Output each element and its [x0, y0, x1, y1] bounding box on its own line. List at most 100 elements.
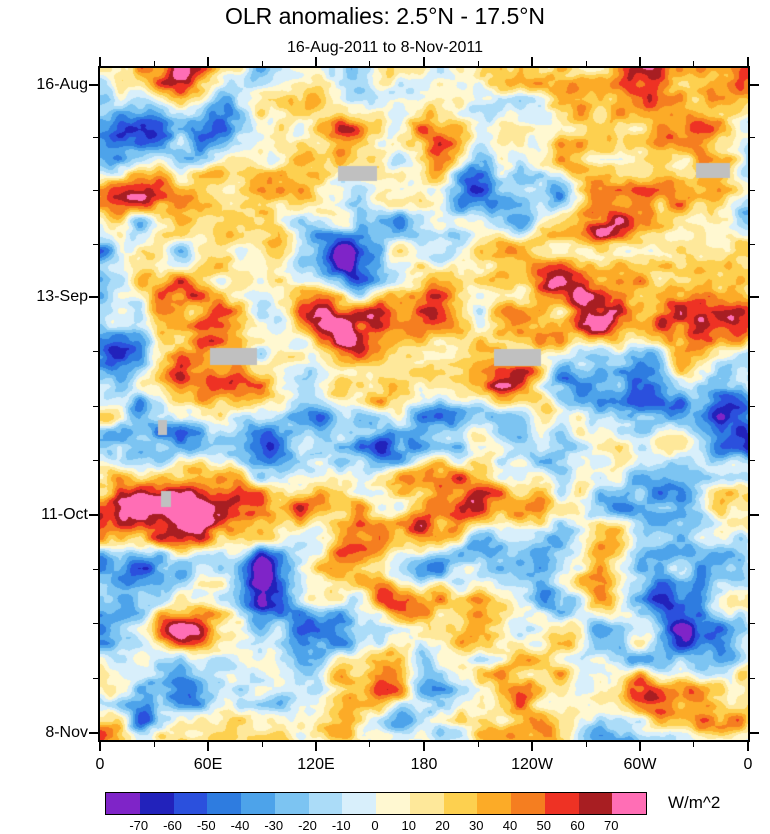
x-axis-top-tick — [638, 57, 641, 66]
colorbar-tick-label: 20 — [435, 818, 450, 833]
x-axis-major-tick — [531, 742, 534, 751]
x-axis-major-tick — [207, 742, 210, 751]
colorbar — [105, 792, 647, 815]
x-axis-label: 120E — [297, 756, 335, 773]
x-axis-top-tick — [531, 57, 534, 66]
y-axis-major-tick — [89, 513, 98, 516]
x-axis-top-minor-tick — [153, 61, 155, 66]
colorbar-cell — [173, 793, 208, 814]
y-axis-minor-tick — [93, 623, 98, 625]
x-axis-top-tick — [99, 57, 101, 66]
x-axis-top-minor-tick — [693, 61, 695, 66]
chart-subtitle: 16-Aug-2011 to 8-Nov-2011 — [287, 39, 483, 56]
x-axis-minor-tick — [261, 742, 263, 747]
y-axis-minor-tick — [93, 568, 98, 570]
colorbar-cell — [106, 793, 140, 814]
x-axis-label: 180 — [410, 756, 438, 773]
colorbar-tick-label: 0 — [371, 818, 379, 833]
colorbar-cell — [477, 793, 511, 814]
y-axis-right-tick — [750, 731, 759, 734]
y-axis-right-minor-tick — [750, 243, 755, 245]
x-axis-top-minor-tick — [261, 61, 263, 66]
y-axis-right-minor-tick — [750, 405, 755, 407]
colorbar-tick-label: -30 — [264, 818, 284, 833]
y-axis-minor-tick — [93, 351, 98, 353]
y-axis-right-minor-tick — [750, 623, 755, 625]
colorbar-tick-label: -60 — [163, 818, 182, 833]
colorbar-cell — [139, 793, 174, 814]
y-axis-minor-tick — [93, 677, 98, 679]
colorbar-tick-label: 70 — [604, 818, 619, 833]
x-axis-top-tick — [423, 57, 425, 66]
colorbar-tick-label: -40 — [230, 818, 250, 833]
colorbar-tick-label: -50 — [196, 818, 216, 833]
colorbar-tick-label: 30 — [469, 818, 484, 833]
colorbar-tick-label: 40 — [502, 818, 518, 833]
colorbar-cell — [274, 793, 309, 814]
colorbar-tick-label: -20 — [298, 818, 317, 833]
units-label: W/m^2 — [668, 793, 721, 812]
x-axis-top-tick — [747, 57, 749, 66]
y-axis-minor-tick — [93, 137, 98, 139]
colorbar-cell — [443, 793, 478, 814]
x-axis-label: 120W — [511, 756, 553, 773]
colorbar-cell — [207, 793, 241, 814]
x-axis-top-minor-tick — [585, 61, 587, 66]
colorbar-cell — [544, 793, 579, 814]
x-axis-label: 0 — [743, 756, 753, 773]
x-axis-label: 60W — [623, 756, 657, 773]
y-axis-label: 16-Aug — [36, 75, 88, 93]
colorbar-cell — [612, 793, 646, 814]
colorbar-cell — [409, 793, 444, 814]
chart-title: OLR anomalies: 2.5°N - 17.5°N — [224, 3, 546, 29]
x-axis-top-minor-tick — [477, 61, 479, 66]
colorbar-cell — [578, 793, 613, 814]
y-axis-right-minor-tick — [750, 190, 755, 192]
x-axis-label: 60E — [193, 756, 223, 773]
y-axis-minor-tick — [93, 459, 98, 461]
heatmap-canvas — [100, 68, 748, 740]
colorbar-cell — [308, 793, 343, 814]
y-axis-right-tick — [750, 83, 759, 86]
y-axis-right-minor-tick — [750, 459, 755, 461]
x-axis-minor-tick — [153, 742, 155, 747]
colorbar-cell — [511, 793, 545, 814]
x-axis-major-tick — [423, 742, 425, 751]
y-axis-right-tick — [750, 296, 759, 299]
x-axis-top-tick — [314, 57, 317, 66]
y-axis-right-minor-tick — [750, 137, 755, 139]
x-axis-major-tick — [99, 742, 101, 751]
y-axis-major-tick — [89, 731, 98, 734]
x-axis-major-tick — [747, 742, 749, 751]
colorbar-tick-label: -10 — [331, 818, 351, 833]
colorbar-tick-label: 10 — [401, 818, 416, 833]
y-axis-major-tick — [89, 296, 98, 299]
y-axis-minor-tick — [93, 190, 98, 192]
x-axis-major-tick — [638, 742, 641, 751]
x-axis-major-tick — [314, 742, 317, 751]
y-axis-minor-tick — [93, 243, 98, 245]
colorbar-tick-label: 60 — [570, 818, 585, 833]
y-axis-minor-tick — [93, 405, 98, 407]
y-axis-right-minor-tick — [750, 677, 755, 679]
y-axis-label: 8-Nov — [45, 723, 88, 741]
x-axis-top-tick — [207, 57, 210, 66]
x-axis-minor-tick — [585, 742, 587, 747]
x-axis-minor-tick — [369, 742, 371, 747]
colorbar-cell — [342, 793, 376, 814]
y-axis-label: 11-Oct — [41, 505, 88, 523]
colorbar-tick-label: 50 — [536, 818, 551, 833]
y-axis-right-minor-tick — [750, 351, 755, 353]
y-axis-major-tick — [89, 83, 98, 86]
x-axis-minor-tick — [693, 742, 695, 747]
colorbar-tick-label: -70 — [129, 818, 149, 833]
colorbar-cell — [241, 793, 275, 814]
colorbar-cell — [376, 793, 410, 814]
x-axis-minor-tick — [477, 742, 479, 747]
x-axis-label: 0 — [95, 756, 105, 773]
x-axis-top-minor-tick — [369, 61, 371, 66]
y-axis-right-tick — [750, 513, 759, 516]
y-axis-label: 13-Sep — [36, 288, 88, 306]
y-axis-right-minor-tick — [750, 568, 755, 570]
